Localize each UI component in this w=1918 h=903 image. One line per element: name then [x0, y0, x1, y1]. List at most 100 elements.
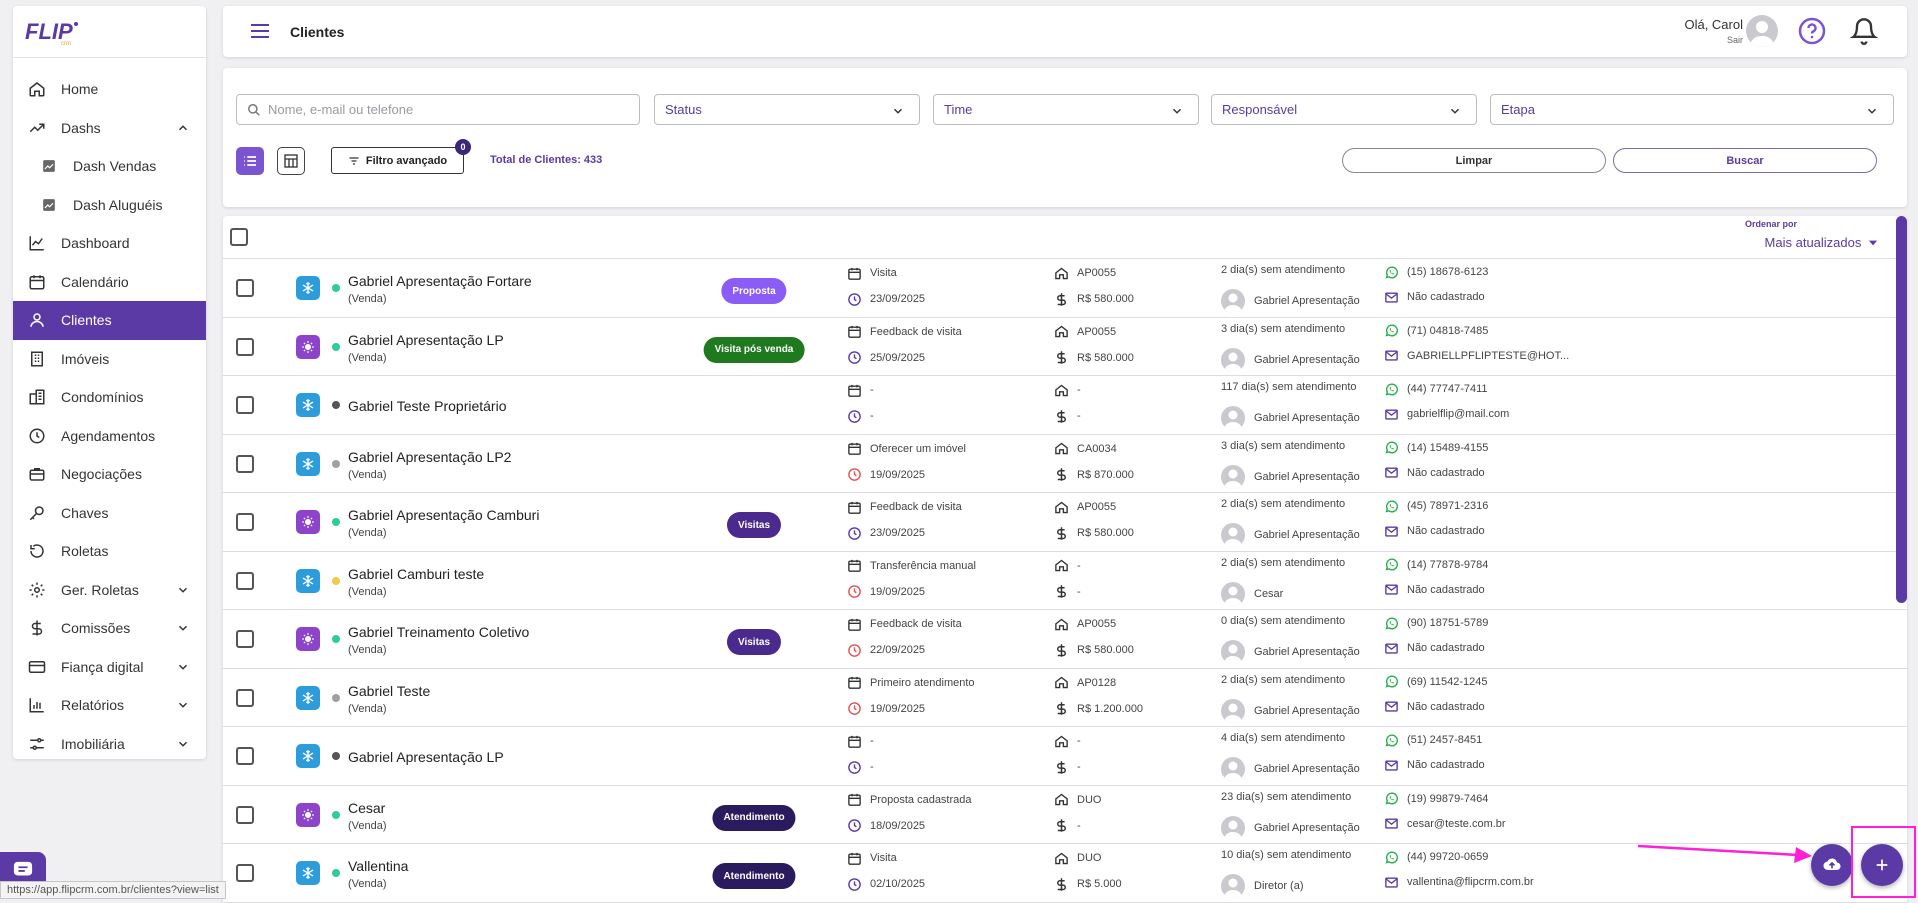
email[interactable]: GABRIELLPFLIPTESTE@HOT...	[1383, 348, 1569, 364]
sidebar-item-agendamentos[interactable]: Agendamentos	[13, 417, 206, 456]
phone[interactable]: (15) 18678-6123	[1383, 264, 1488, 280]
row-checkbox[interactable]	[236, 630, 254, 648]
sidebar-item-imobiliaria[interactable]: Imobiliária	[13, 725, 206, 764]
status-select[interactable]: Status	[654, 94, 920, 125]
row-checkbox[interactable]	[236, 805, 254, 824]
order-select[interactable]: Mais atualizados	[1765, 235, 1877, 250]
email[interactable]: Não cadastrado	[1383, 523, 1485, 539]
sidebar-item-ger-roletas[interactable]: Ger. Roletas	[13, 571, 206, 610]
client-name[interactable]: Gabriel Apresentação Camburi	[348, 507, 540, 523]
add-client-button[interactable]	[1861, 844, 1903, 886]
phone[interactable]: (44) 99720-0659	[1383, 849, 1488, 865]
email[interactable]: Não cadastrado	[1383, 640, 1485, 656]
client-name[interactable]: Gabriel Teste	[348, 682, 431, 699]
sidebar-item-home[interactable]: Home	[13, 70, 206, 109]
client-name[interactable]: Gabriel Teste Proprietário	[348, 398, 507, 414]
table-row[interactable]: Gabriel Apresentação Camburi (Venda) Visit…	[223, 493, 1907, 552]
table-row[interactable]: Cesar (Venda) Atendimento Proposta cadastra…	[223, 786, 1907, 844]
phone[interactable]: (69) 11542-1245	[1383, 674, 1488, 690]
email[interactable]: Não cadastrado	[1383, 289, 1485, 305]
etapa-select[interactable]: Etapa	[1490, 94, 1894, 125]
client-name[interactable]: Gabriel Apresentação LP	[348, 331, 504, 348]
client-name[interactable]: Gabriel Treinamento Coletivo	[348, 624, 530, 640]
phone[interactable]: (14) 15489-4155	[1383, 440, 1488, 456]
responsavel-select[interactable]: Responsável	[1211, 94, 1477, 125]
search-input[interactable]	[268, 102, 628, 117]
advanced-filter-button[interactable]: Filtro avançado	[331, 147, 464, 174]
email[interactable]: cesar@teste.com.br	[1383, 816, 1506, 832]
email[interactable]: Não cadastrado	[1383, 465, 1485, 481]
sidebar-item-fianca-digital[interactable]: Fiança digital	[13, 648, 206, 687]
calendar-icon	[846, 382, 862, 398]
sidebar-item-roletas[interactable]: Roletas	[13, 532, 206, 571]
menu-icon[interactable]	[251, 23, 269, 39]
table-row[interactable]: Gabriel Teste Proprietário - - - - 117 dia(s)…	[223, 376, 1907, 435]
row-checkbox[interactable]	[236, 513, 254, 531]
phone[interactable]: (45) 78971-2316	[1383, 498, 1488, 514]
email[interactable]: Não cadastrado	[1383, 757, 1485, 773]
sidebar-item-comissoes[interactable]: Comissões	[13, 609, 206, 648]
client-name[interactable]: Vallentina	[348, 858, 409, 874]
row-checkbox[interactable]	[236, 688, 254, 707]
sidebar-item-chaves[interactable]: Chaves	[13, 494, 206, 533]
sidebar-item-dash-vendas[interactable]: Dash Vendas	[13, 147, 206, 186]
days-without-service: 2 dia(s) sem atendimento	[1221, 556, 1346, 569]
logout-link[interactable]: Sair	[1726, 35, 1743, 45]
sidebar-item-clientes[interactable]: Clientes	[13, 301, 206, 340]
table-row[interactable]: Gabriel Apresentação LP2 (Venda) Oferecer …	[223, 435, 1907, 493]
row-checkbox[interactable]	[236, 454, 254, 473]
cloud-upload-icon	[1823, 858, 1841, 871]
row-checkbox[interactable]	[236, 864, 254, 882]
scrollbar[interactable]	[1896, 216, 1907, 603]
table-row[interactable]: Vallentina (Venda) Atendimento Visita 02/10/…	[223, 844, 1907, 903]
table-row[interactable]: Gabriel Treinamento Coletivo (Venda) Visit…	[223, 610, 1907, 669]
sidebar-item-relatorios[interactable]: Relatórios	[13, 686, 206, 725]
row-checkbox[interactable]	[236, 747, 254, 765]
list-view-button[interactable]	[236, 147, 264, 175]
search-box[interactable]	[236, 94, 640, 125]
table-row[interactable]: Gabriel Teste (Venda) Primeiro atendimento…	[223, 669, 1907, 727]
email[interactable]: gabrielflip@mail.com	[1383, 406, 1509, 422]
import-button[interactable]	[1811, 844, 1853, 886]
table-row[interactable]: Gabriel Apresentação LP (Venda) Visita pós…	[223, 318, 1907, 376]
table-view-button[interactable]	[277, 147, 305, 175]
sidebar-item-dash-alugueis[interactable]: Dash Aluguéis	[13, 186, 206, 225]
sidebar-item-dashs[interactable]: Dashs	[13, 109, 206, 148]
table-row[interactable]: Gabriel Apresentação LP - - - - 4 dia(s) sem …	[223, 727, 1907, 786]
row-checkbox[interactable]	[236, 396, 254, 414]
phone[interactable]: (71) 04818-7485	[1383, 323, 1488, 339]
sidebar-item-condominios[interactable]: Condomínios	[13, 378, 206, 417]
sidebar-item-negociacoes[interactable]: Negociações	[13, 455, 206, 494]
row-checkbox[interactable]	[236, 571, 254, 590]
clear-button[interactable]: Limpar	[1342, 148, 1606, 173]
client-name[interactable]: Gabriel Apresentação LP2	[348, 448, 512, 465]
client-name[interactable]: Cesar	[348, 799, 386, 816]
client-name[interactable]: Gabriel Apresentação Fortare	[348, 273, 532, 289]
search-button[interactable]: Buscar	[1613, 148, 1877, 173]
select-all-checkbox[interactable]	[230, 228, 248, 246]
time-select[interactable]: Time	[933, 94, 1199, 125]
sidebar-item-imoveis[interactable]: Imóveis	[13, 340, 206, 379]
avatar[interactable]	[1746, 15, 1778, 47]
status-dot	[332, 518, 340, 526]
table-row[interactable]: Gabriel Apresentação Fortare (Venda) Propo…	[223, 259, 1907, 318]
phone[interactable]: (19) 99879-7464	[1383, 791, 1488, 807]
sidebar-item-calendario[interactable]: Calendário	[13, 263, 206, 302]
client-name[interactable]: Gabriel Camburi teste	[348, 565, 485, 582]
phone[interactable]: (51) 2457-8451	[1383, 732, 1482, 748]
client-name[interactable]: Gabriel Apresentação LP	[348, 749, 504, 765]
row-checkbox[interactable]	[236, 337, 254, 356]
bell-icon[interactable]	[1850, 17, 1878, 45]
svg-text:crm: crm	[61, 41, 71, 47]
email[interactable]: Não cadastrado	[1383, 699, 1485, 715]
table-row[interactable]: Gabriel Camburi teste (Venda) Transferênci…	[223, 552, 1907, 610]
help-icon[interactable]	[1797, 16, 1827, 46]
sidebar-item-dashboard[interactable]: Dashboard	[13, 224, 206, 263]
phone[interactable]: (14) 77878-9784	[1383, 557, 1488, 573]
row-checkbox[interactable]	[236, 279, 254, 297]
phone[interactable]: (44) 77747-7411	[1383, 381, 1488, 397]
logo[interactable]: FLIP crm	[13, 6, 206, 58]
email[interactable]: vallentina@flipcrm.com.br	[1383, 874, 1534, 890]
phone[interactable]: (90) 18751-5789	[1383, 615, 1488, 631]
email[interactable]: Não cadastrado	[1383, 582, 1485, 598]
